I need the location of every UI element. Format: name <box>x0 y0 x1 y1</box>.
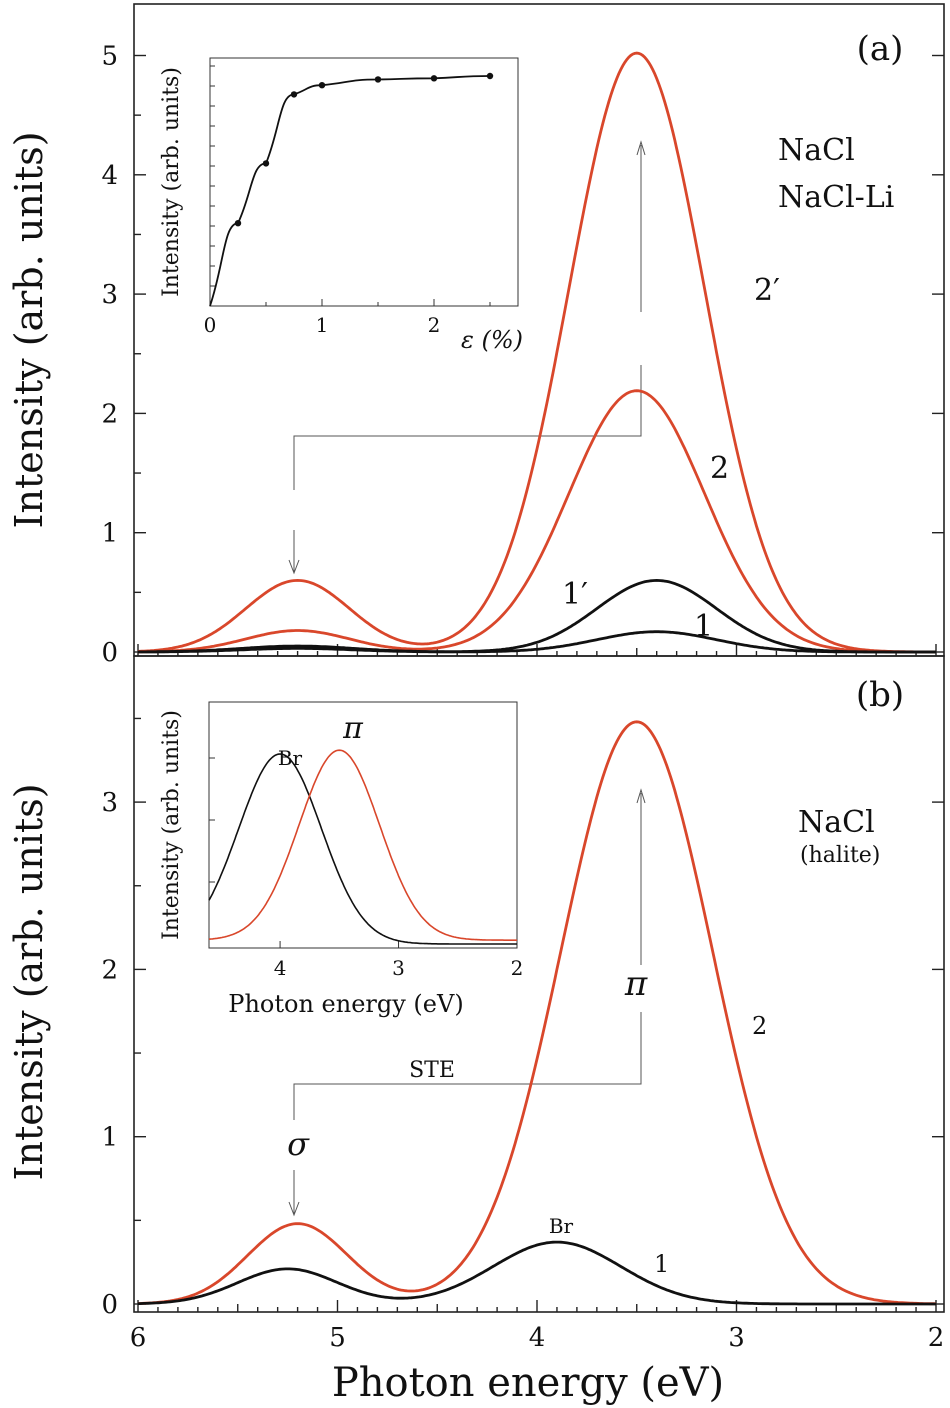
panel-a-sample-nacl: NaCl <box>778 133 855 168</box>
panel-b-axes: 0 1 2 3 6 5 4 3 2 <box>101 717 945 1353</box>
inset-b-line-0 <box>208 753 517 945</box>
inset-a-x-label: ε (%) <box>461 326 523 354</box>
curve-label-b-1: 1 <box>654 1250 669 1278</box>
y-tick-label: 1 <box>101 519 118 549</box>
inset-b-line-1 <box>208 749 517 941</box>
inset-a-point <box>374 76 382 83</box>
inset-b-y-label: Intensity (arb. units) <box>159 710 184 940</box>
series-line-a-0 <box>137 51 936 654</box>
y-tick-label: 3 <box>101 788 118 818</box>
series-line-a-2 <box>138 578 936 654</box>
curve-label-2prime: 2′ <box>754 273 780 308</box>
inset-a-y-label: Intensity (arb. units) <box>159 67 184 297</box>
panel-a-sample-nacl-li: NaCl-Li <box>778 180 894 215</box>
y-tick-label: 3 <box>101 280 118 310</box>
inset-a-x-tick-label: 0 <box>204 313 217 337</box>
series-line-b-0 <box>138 720 937 1306</box>
x-tick-label: 5 <box>329 1323 346 1353</box>
inset-b-x-tick-label: 3 <box>392 956 405 980</box>
panel-b-pi-label: π <box>624 964 648 1004</box>
inset-a-point <box>290 91 298 98</box>
panel-a-y-axis-label: Intensity (arb. units) <box>7 131 51 528</box>
series-line-b-1 <box>138 1240 936 1306</box>
y-tick-label: 2 <box>101 399 118 429</box>
y-tick-label: 1 <box>101 1123 118 1153</box>
inset-b-x-label: Photon energy (eV) <box>228 990 463 1018</box>
y-tick-label: 0 <box>101 1290 118 1320</box>
inset-a-point <box>318 82 326 89</box>
curve-label-2: 2 <box>710 451 729 486</box>
panel-a-inset: Intensity (arb. units) ε (%) 0 1 2 <box>159 57 523 354</box>
inset-a-point <box>430 75 438 82</box>
curve-label-1: 1 <box>694 609 713 644</box>
panel-b-sample-halite: (halite) <box>800 843 880 868</box>
y-tick-label: 2 <box>101 955 118 985</box>
panel-b-y-axis-label: Intensity (arb. units) <box>7 783 51 1180</box>
inset-a-point <box>262 160 270 167</box>
curve-label-b-2: 2 <box>752 1012 767 1040</box>
inset-a-point <box>486 72 494 80</box>
x-tick-label: 3 <box>728 1323 745 1353</box>
inset-a-x-tick-label: 1 <box>316 313 329 337</box>
panel-a-arrow <box>288 140 646 575</box>
inset-a-point <box>234 220 242 227</box>
series-line-a-3 <box>138 630 936 654</box>
inset-b-x-tick-label: 2 <box>511 956 524 980</box>
x-axis-label: Photon energy (eV) <box>332 1360 724 1406</box>
panel-b-sigma-label: σ <box>287 1125 310 1163</box>
inset-b-pi-label: π <box>342 711 364 746</box>
x-tick-label: 2 <box>928 1323 945 1353</box>
inset-b-x-tick-label: 4 <box>274 956 287 980</box>
panel-b-br-label: Br <box>549 1214 574 1238</box>
panel-b-ste-label: STE <box>409 1058 455 1083</box>
y-tick-label: 5 <box>101 42 118 72</box>
inset-a-x-tick-label: 2 <box>428 313 441 337</box>
panel-a-letter: (a) <box>857 29 904 69</box>
panel-b-letter: (b) <box>856 675 904 715</box>
panel-b-curves <box>138 720 937 1306</box>
curve-label-1prime: 1′ <box>562 577 588 612</box>
y-tick-label: 0 <box>101 638 118 668</box>
inset-b-br-label: Br <box>278 746 303 770</box>
panel-b-frame <box>133 655 945 1313</box>
panel-b-sample-nacl: NaCl <box>798 805 875 840</box>
x-tick-label: 6 <box>130 1323 147 1353</box>
x-tick-label: 4 <box>529 1323 546 1353</box>
panel-b-inset: Intensity (arb. units) Photon energy (eV… <box>159 701 524 1018</box>
y-tick-label: 4 <box>101 161 118 191</box>
series-line-a-1 <box>138 389 936 654</box>
panel-a-curves <box>137 51 936 654</box>
panel-b-arrow <box>288 788 646 1217</box>
